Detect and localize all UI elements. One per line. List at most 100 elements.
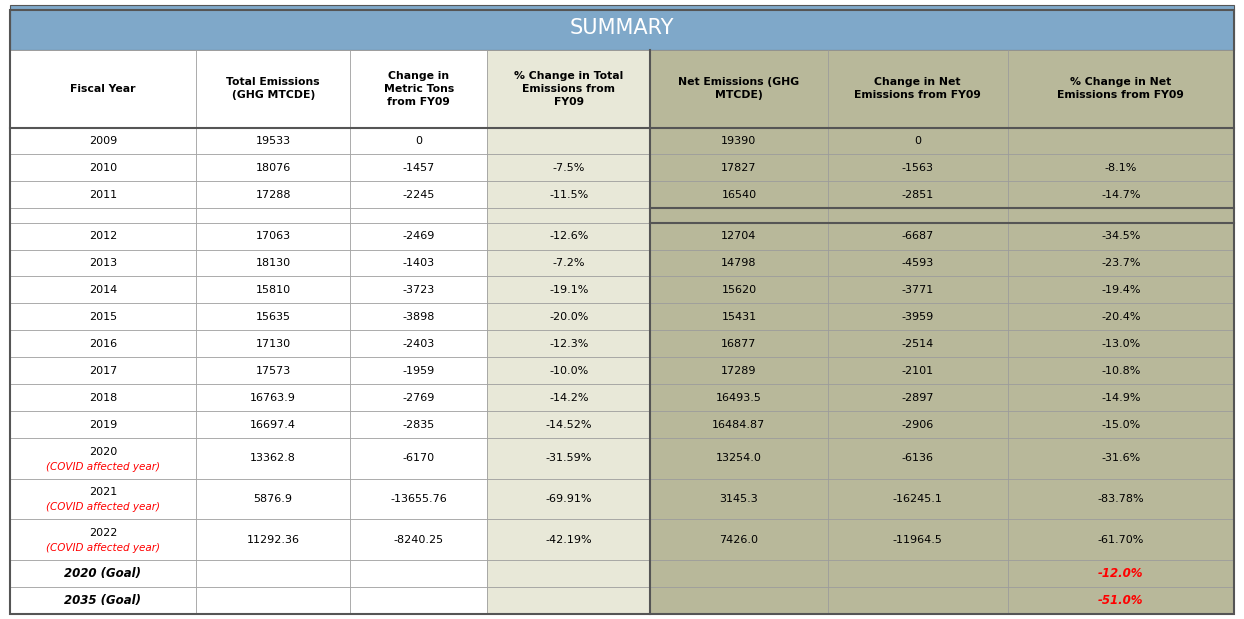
Text: 17289: 17289 [722, 366, 756, 376]
Bar [10, 50, 197, 128]
Bar [827, 209, 1008, 223]
Text: -2835: -2835 [403, 420, 435, 430]
Text: 19533: 19533 [255, 136, 291, 146]
Text: -13655.76: -13655.76 [391, 494, 447, 504]
Text: % Change in Total
Emissions from
FY09: % Change in Total Emissions from FY09 [514, 71, 623, 106]
Bar [651, 128, 827, 155]
Bar [351, 438, 488, 479]
Bar [10, 411, 197, 438]
Text: -42.19%: -42.19% [545, 535, 592, 545]
Bar [651, 249, 827, 277]
Bar [827, 438, 1008, 479]
Text: Change in
Metric Tons
from FY09: Change in Metric Tons from FY09 [383, 71, 454, 106]
Text: 7426.0: 7426.0 [719, 535, 759, 545]
Bar [651, 303, 827, 331]
Bar [651, 479, 827, 519]
Text: (COVID affected year): (COVID affected year) [46, 502, 160, 513]
Bar [351, 277, 488, 303]
Bar [1008, 357, 1234, 384]
Bar [1008, 587, 1234, 614]
Bar [488, 411, 651, 438]
Bar [827, 181, 1008, 209]
Bar [197, 277, 351, 303]
Text: -3959: -3959 [902, 312, 934, 322]
Bar [197, 519, 351, 560]
Bar [197, 223, 351, 249]
Text: 2021: 2021 [88, 487, 117, 497]
Text: -34.5%: -34.5% [1101, 231, 1141, 241]
Bar [651, 384, 827, 411]
Text: 2017: 2017 [88, 366, 117, 376]
Bar [351, 209, 488, 223]
Text: -3771: -3771 [902, 285, 934, 295]
Bar [1008, 519, 1234, 560]
Bar [10, 438, 197, 479]
Bar [488, 384, 651, 411]
Text: 16484.87: 16484.87 [713, 420, 765, 430]
Bar [197, 438, 351, 479]
Text: -2906: -2906 [902, 420, 934, 430]
Bar [488, 249, 651, 277]
Bar [488, 331, 651, 357]
Bar [651, 50, 827, 128]
Text: -31.6%: -31.6% [1101, 454, 1141, 464]
Bar [10, 155, 197, 181]
Bar [1008, 303, 1234, 331]
Bar [10, 181, 197, 209]
Bar [1008, 384, 1234, 411]
Bar [827, 587, 1008, 614]
Bar [488, 277, 651, 303]
Text: -19.4%: -19.4% [1101, 285, 1141, 295]
Text: -20.4%: -20.4% [1101, 312, 1141, 322]
Text: -6170: -6170 [403, 454, 435, 464]
Text: -19.1%: -19.1% [549, 285, 588, 295]
Bar [488, 50, 651, 128]
Text: -2469: -2469 [403, 231, 435, 241]
Bar [651, 438, 827, 479]
Text: -6136: -6136 [902, 454, 933, 464]
Bar [827, 519, 1008, 560]
Text: 2020 (Goal): 2020 (Goal) [65, 567, 142, 580]
Text: Change in Net
Emissions from FY09: Change in Net Emissions from FY09 [855, 77, 982, 100]
Bar [351, 128, 488, 155]
Bar [1008, 249, 1234, 277]
Bar [197, 331, 351, 357]
Text: 15620: 15620 [722, 285, 756, 295]
Bar [827, 50, 1008, 128]
Bar [827, 223, 1008, 249]
Bar [197, 303, 351, 331]
Bar [197, 128, 351, 155]
Text: -2403: -2403 [403, 339, 435, 349]
Text: 16540: 16540 [722, 190, 756, 200]
Text: 2015: 2015 [88, 312, 117, 322]
Text: -2514: -2514 [902, 339, 934, 349]
Text: -6687: -6687 [902, 231, 934, 241]
Bar [651, 587, 827, 614]
Bar [197, 155, 351, 181]
Bar [10, 209, 197, 223]
Bar [651, 277, 827, 303]
Text: Fiscal Year: Fiscal Year [70, 84, 136, 94]
Bar [197, 357, 351, 384]
Bar [827, 357, 1008, 384]
Text: 19390: 19390 [722, 136, 756, 146]
Bar [1008, 181, 1234, 209]
Bar [351, 181, 488, 209]
Text: 18130: 18130 [255, 258, 291, 268]
Bar [1008, 50, 1234, 128]
Text: -3723: -3723 [403, 285, 435, 295]
Bar [10, 331, 197, 357]
Text: 2013: 2013 [88, 258, 117, 268]
Bar [10, 587, 197, 614]
Bar [651, 155, 827, 181]
Bar [488, 519, 651, 560]
Text: 2011: 2011 [88, 190, 117, 200]
Bar [10, 277, 197, 303]
Text: -61.70%: -61.70% [1097, 535, 1144, 545]
Bar [351, 384, 488, 411]
Text: 2019: 2019 [88, 420, 117, 430]
Bar [827, 411, 1008, 438]
Bar [197, 479, 351, 519]
Text: 11292.36: 11292.36 [246, 535, 300, 545]
Bar [651, 181, 827, 209]
